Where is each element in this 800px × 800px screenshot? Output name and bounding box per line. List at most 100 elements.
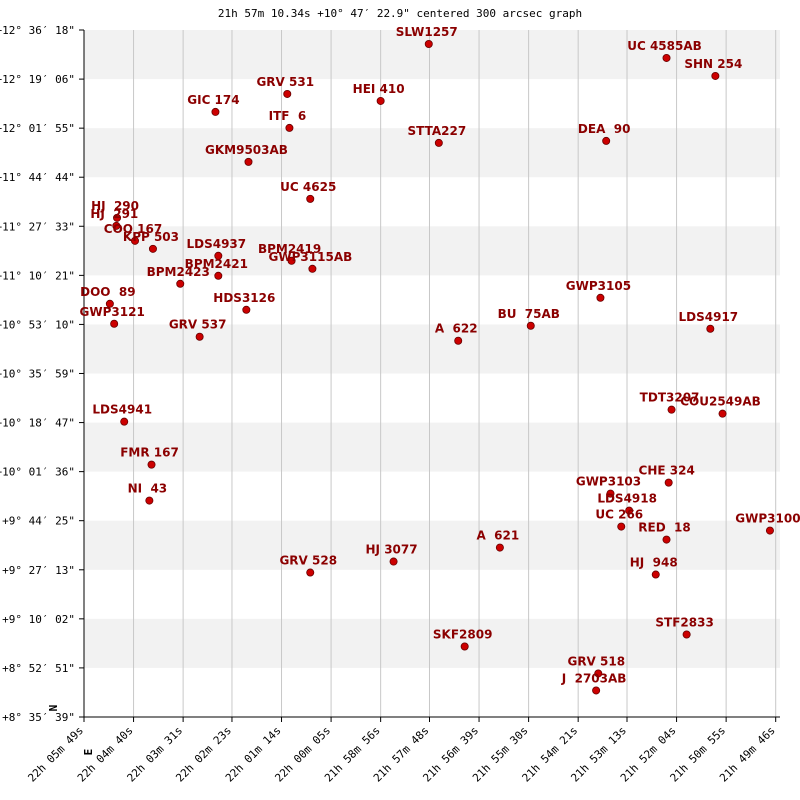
star-point <box>214 251 223 260</box>
star-label: UC 4585AB <box>627 39 702 53</box>
star-label: HJ 3077 <box>366 543 418 557</box>
star-label: STTA227 <box>407 124 466 138</box>
y-tick-label: +12° 19′ 06" <box>0 73 75 86</box>
star-point <box>242 305 251 314</box>
star-label: GWP3115AB <box>269 250 353 264</box>
star-point <box>625 506 634 515</box>
star-label: RED 18 <box>638 521 690 535</box>
star-point <box>389 557 398 566</box>
band <box>84 618 780 668</box>
star-label: SHN 254 <box>684 57 742 71</box>
star-label: LDS4918 <box>597 492 657 506</box>
y-tick-label: +12° 01′ 55" <box>0 122 75 135</box>
star-label: LDS4917 <box>679 310 739 324</box>
star-point <box>376 96 385 105</box>
star-point <box>711 71 720 80</box>
star-point <box>667 405 676 414</box>
star-point <box>113 213 122 222</box>
star-point <box>596 293 605 302</box>
star-point <box>706 324 715 333</box>
star-label: HJ 291 <box>90 207 138 221</box>
star-label: J 2703AB <box>561 671 627 685</box>
star-label: COO 167 <box>104 222 162 236</box>
star-point <box>214 271 223 280</box>
star-label: LDS4937 <box>186 237 246 251</box>
star-label: A 622 <box>435 322 478 336</box>
star-label: GRV 531 <box>256 75 314 89</box>
star-label: BU 75AB <box>498 307 560 321</box>
star-label: STF2833 <box>655 615 713 629</box>
star-point <box>454 336 463 345</box>
y-tick-label: +8° 52′ 51" <box>2 662 75 675</box>
band <box>84 226 780 276</box>
star-label: GRV 537 <box>169 318 227 332</box>
y-tick-label: +11° 44′ 44" <box>0 171 75 184</box>
star-point <box>105 299 114 308</box>
band <box>84 128 780 178</box>
y-tick-label: +9° 10′ 02" <box>2 613 75 626</box>
star-label: UC 4625 <box>280 180 336 194</box>
band <box>84 324 780 374</box>
star-point <box>495 543 504 552</box>
star-point <box>718 409 727 418</box>
star-label: GWP3100 <box>735 512 800 526</box>
star-point <box>112 221 121 230</box>
star-point <box>306 194 315 203</box>
east-label: E <box>82 749 95 756</box>
star-point <box>617 522 626 531</box>
star-label: HEI 410 <box>353 82 405 96</box>
star-point <box>592 686 601 695</box>
star-point <box>244 157 253 166</box>
star-point <box>664 478 673 487</box>
star-point <box>594 669 603 678</box>
star-label: HJ 290 <box>91 199 139 213</box>
star-point <box>287 256 296 265</box>
star-point <box>460 642 469 651</box>
star-point <box>424 39 433 48</box>
star-label: GIC 174 <box>187 93 239 107</box>
star-point <box>662 535 671 544</box>
star-point <box>120 417 129 426</box>
y-tick-label: +9° 44′ 25" <box>2 515 75 528</box>
star-label: BPM2421 <box>185 257 248 271</box>
star-label: GWP3103 <box>576 475 641 489</box>
star-point <box>306 568 315 577</box>
y-tick-label: +10° 35′ 59" <box>0 367 75 380</box>
y-tick-label: +9° 27′ 13" <box>2 564 75 577</box>
star-label: GKM9503AB <box>205 143 288 157</box>
star-point <box>283 89 292 98</box>
star-label: A 621 <box>477 529 520 543</box>
y-tick-label: +12° 36′ 18" <box>0 24 75 37</box>
star-point <box>176 279 185 288</box>
star-point <box>434 138 443 147</box>
star-point <box>606 489 615 498</box>
star-label: BPM2423 <box>147 265 210 279</box>
star-label: GWP3105 <box>566 279 631 293</box>
star-point <box>765 526 774 535</box>
star-label: SKF2809 <box>433 627 493 641</box>
y-tick-label: +10° 01′ 36" <box>0 466 75 479</box>
star-label: KPP 503 <box>123 230 179 244</box>
star-label: TDT3207 <box>640 391 700 405</box>
y-tick-label: +11° 10′ 21" <box>0 269 75 282</box>
band <box>84 422 780 472</box>
star-point <box>147 460 156 469</box>
star-label: DEA 90 <box>578 122 631 136</box>
star-label: NI 43 <box>128 482 168 496</box>
star-label: GWP3121 <box>80 305 145 319</box>
band <box>84 30 780 80</box>
y-tick-label: +11° 27′ 33" <box>0 220 75 233</box>
star-label: SLW1257 <box>396 25 458 39</box>
star-point <box>662 53 671 62</box>
star-label: GRV 518 <box>567 654 625 668</box>
star-label: HJ 948 <box>630 556 678 570</box>
star-label: BPM2419 <box>258 242 321 256</box>
star-label: COU2549AB <box>680 395 761 409</box>
north-label: N <box>47 705 60 712</box>
star-label: LDS4941 <box>92 403 152 417</box>
star-label: HDS3126 <box>213 291 275 305</box>
star-point <box>145 496 154 505</box>
star-label: CHE 324 <box>639 464 695 478</box>
